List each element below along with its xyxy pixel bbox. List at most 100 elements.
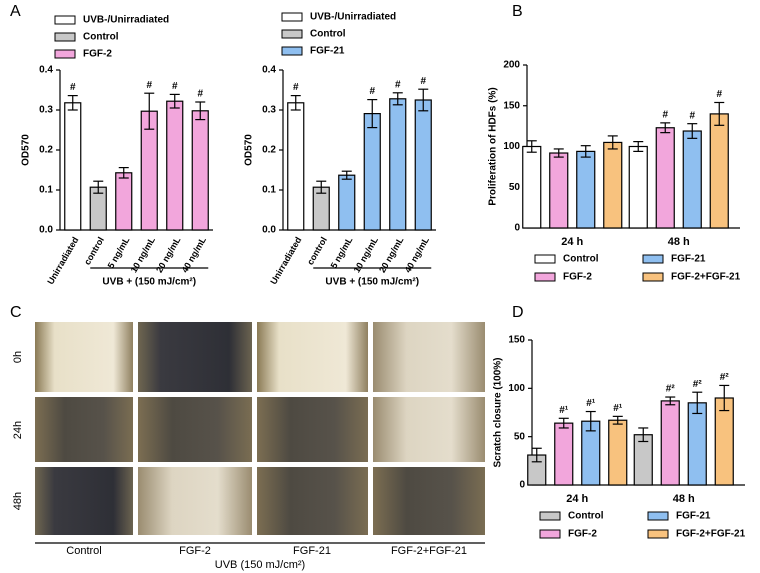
x-tick-label: 24 h [561, 236, 583, 248]
bar [633, 434, 653, 486]
panel-label: C [10, 304, 22, 321]
x-tick-label: 48 h [668, 236, 690, 248]
legend-label: FGF-21 [671, 254, 706, 265]
bar [115, 172, 133, 231]
scratch-panel: 0h 24h 48h Control FGF-2 FGF-21 FGF-2+FG… [12, 322, 485, 571]
legend-swatch [281, 46, 303, 56]
legend-swatch [281, 29, 303, 39]
micrograph [373, 467, 485, 535]
y-tick-label: 0.4 [39, 65, 53, 76]
legend-label: FGF-2+FGF-21 [676, 529, 746, 540]
annotation: # [662, 110, 668, 121]
annotation: # [197, 89, 203, 100]
legend-swatch [647, 511, 669, 521]
annotation: # [172, 81, 178, 92]
annotation: # [146, 80, 152, 91]
bar [191, 110, 209, 231]
x-tick-label: 5 ng/mL [106, 235, 132, 270]
legend-swatch [642, 254, 664, 264]
y-tick-label: 0.0 [39, 225, 53, 236]
annotation: #¹ [613, 403, 623, 414]
column-label: FGF-2 [179, 545, 211, 557]
column-label: Control [66, 545, 101, 557]
annotation: # [689, 110, 695, 121]
annotation: #² [693, 379, 703, 390]
y-tick-label: 0.0 [262, 225, 276, 236]
annotation: # [395, 79, 401, 90]
y-tick-label: 150 [508, 335, 525, 346]
y-tick-label: 0.3 [39, 105, 53, 116]
bar [682, 130, 702, 229]
annotation: #² [720, 372, 730, 383]
x-tick-label: 5 ng/mL [329, 235, 355, 270]
bar [687, 402, 707, 486]
micrograph [257, 467, 368, 535]
legend-label: UVB-/Unirradiated [83, 15, 169, 26]
y-tick-label: 0.3 [262, 105, 276, 116]
y-axis-label: OD570 [21, 134, 32, 166]
legend-swatch [54, 49, 76, 59]
bar [414, 99, 432, 231]
row-label: 24h [12, 421, 24, 439]
y-tick-label: 200 [503, 60, 520, 71]
legend-swatch [54, 15, 76, 25]
annotation: # [293, 82, 299, 93]
bar [709, 113, 729, 229]
micrograph [257, 397, 368, 462]
legend-label: FGF-21 [310, 46, 345, 57]
annotation: # [420, 76, 426, 87]
legend-swatch [539, 529, 561, 539]
bar [64, 102, 82, 231]
y-tick-label: 0.2 [262, 145, 276, 156]
legend-label: FGF-2 [83, 49, 112, 60]
legend-label: UVB-/Unirradiated [310, 12, 396, 23]
y-tick-label: 50 [514, 431, 526, 442]
bar [660, 400, 680, 486]
annotation: # [70, 82, 76, 93]
legend-label: FGF-2 [563, 272, 592, 283]
group-label: UVB + (150 mJ/cm²) [325, 277, 419, 288]
legend-swatch [534, 272, 556, 282]
micrograph [35, 397, 133, 462]
panel-label: B [512, 3, 523, 20]
x-tick-label: 48 h [673, 493, 695, 505]
x-tick-label: Unirradiated [268, 235, 303, 286]
bar [549, 152, 569, 229]
annotation: # [369, 86, 375, 97]
legend-label: Control [568, 511, 604, 522]
micrograph [257, 322, 368, 392]
annotation: #¹ [559, 405, 569, 416]
micrograph [35, 322, 133, 392]
y-tick-label: 0.1 [262, 185, 276, 196]
row-label: 0h [12, 351, 24, 363]
bar [628, 145, 648, 229]
legend-swatch [534, 254, 556, 264]
micrograph [35, 467, 133, 535]
y-tick-label: 0 [519, 480, 525, 491]
annotation: #¹ [586, 398, 596, 409]
micrograph [138, 467, 252, 535]
y-tick-label: 100 [503, 141, 520, 152]
y-tick-label: 100 [508, 383, 525, 394]
legend-label: FGF-2 [568, 529, 597, 540]
group-label: UVB + (150 mJ/cm²) [102, 277, 196, 288]
annotation: #² [666, 384, 676, 395]
bar [166, 100, 184, 231]
micrograph [373, 397, 485, 462]
bar [287, 102, 305, 231]
bar [655, 127, 675, 229]
micrograph [373, 322, 485, 392]
bar [389, 98, 407, 231]
legend-swatch [642, 272, 664, 282]
micrograph [138, 322, 252, 392]
y-tick-label: 0.2 [39, 145, 53, 156]
bar [363, 112, 381, 231]
bar [522, 145, 542, 229]
y-axis-label: Scratch closure (100%) [493, 357, 504, 467]
legend-swatch [647, 529, 669, 539]
legend-label: FGF-21 [676, 511, 711, 522]
y-tick-label: 0.4 [262, 65, 276, 76]
x-tick-label: control [305, 235, 329, 266]
y-axis-label: OD570 [244, 134, 255, 166]
y-tick-label: 0.1 [39, 185, 53, 196]
